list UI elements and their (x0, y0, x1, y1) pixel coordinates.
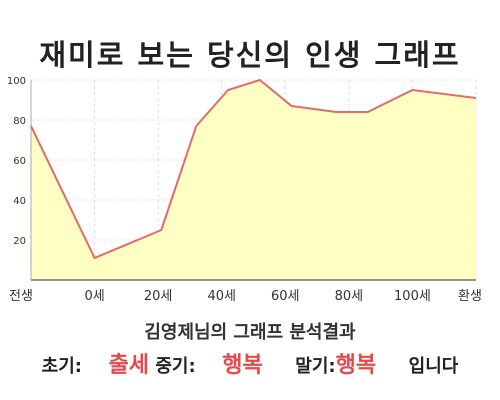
life-area-fill (31, 80, 476, 280)
x-tick-labels: 전생 0세 20세 40세 60세 80세 100세 환생 (9, 289, 482, 304)
early-value: 출세 (108, 353, 150, 378)
x-tick-label: 환생 (458, 289, 482, 304)
chart-title: 재미로 보는 당신의 인생 그래프 (39, 38, 461, 72)
life-series-line (30, 78, 477, 260)
y-tick-labels: 20 40 60 80 100 (7, 76, 26, 247)
analysis-title: 김영제님의 그래프 분석결과 (144, 322, 356, 343)
y-tick-label: 80 (13, 116, 26, 127)
x-tick-label: 100세 (394, 289, 431, 304)
life-graph-chart: 20 40 60 80 100 전생 0세 20세 40세 60세 80세 100세 환생 (7, 76, 482, 304)
x-tick-label: 80세 (335, 289, 364, 304)
x-tick-label: 0세 (84, 289, 104, 304)
analysis-summary: 초기: 출세 중기: 행복 말기:행복 입니다 (0, 347, 500, 379)
x-tick-label: 전생 (9, 289, 33, 304)
x-tick-label: 40세 (207, 289, 236, 304)
y-tick-label: 100 (7, 76, 26, 87)
late-value: 행복 (335, 353, 377, 378)
mid-value: 행복 (222, 353, 263, 378)
early-label: 초기: (41, 356, 82, 377)
x-tick-label: 60세 (271, 289, 300, 304)
y-tick-label: 60 (13, 156, 26, 167)
y-tick-label: 40 (13, 196, 26, 207)
mid-label: 중기: (155, 356, 196, 377)
ending-text: 입니다 (408, 356, 459, 377)
y-tick-label: 20 (13, 236, 26, 247)
late-label: 말기: (295, 356, 336, 377)
x-tick-label: 20세 (144, 289, 173, 304)
